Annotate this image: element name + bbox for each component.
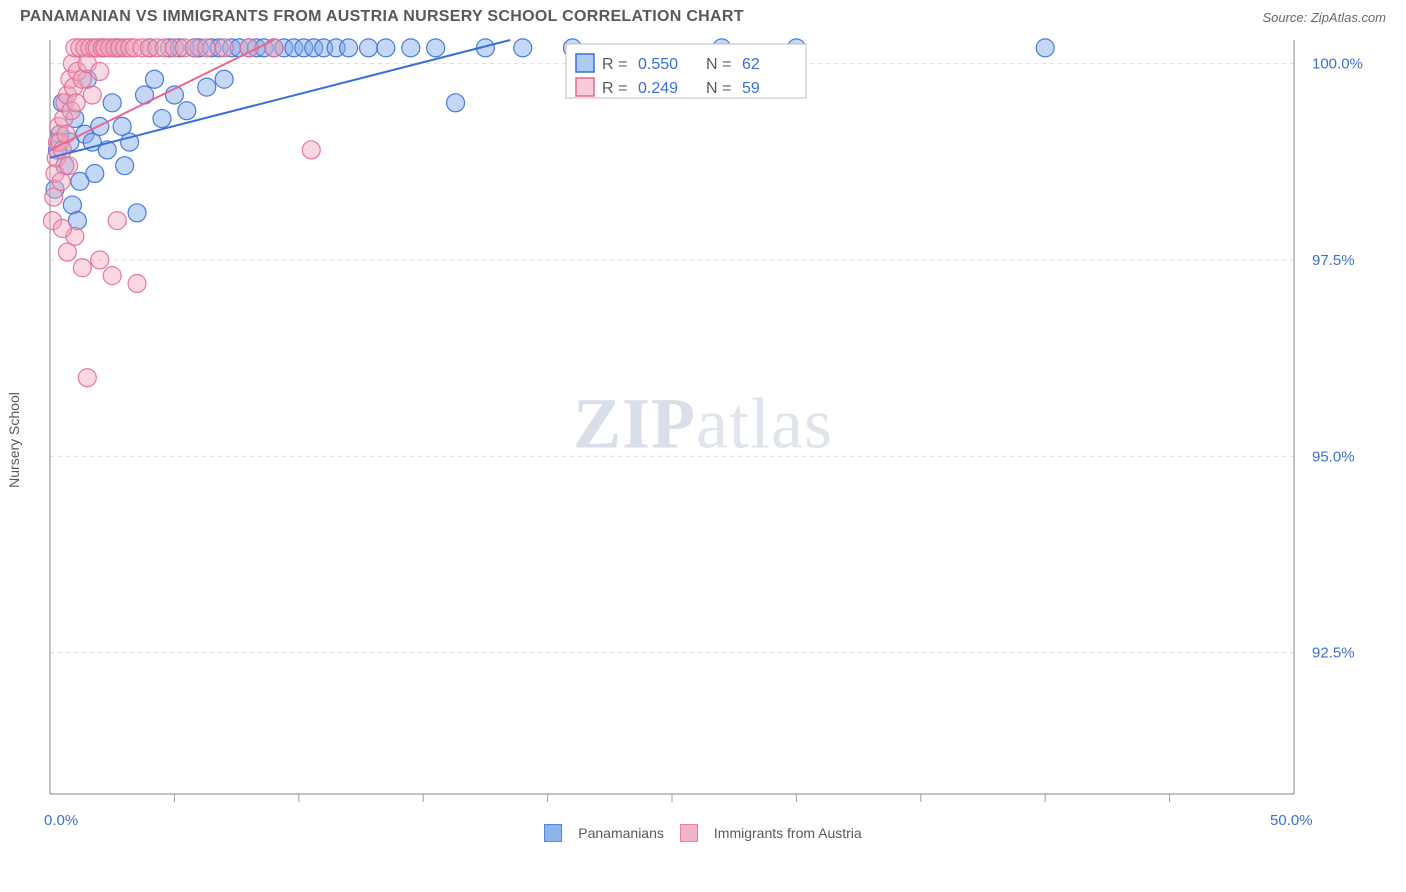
source-label: Source: ZipAtlas.com (1262, 10, 1386, 25)
svg-text:59: 59 (742, 80, 760, 97)
legend-label-panamanians: Panamanians (578, 825, 664, 841)
legend-swatch-panamanians (544, 824, 562, 842)
y-axis-label: Nursery School (6, 392, 22, 488)
svg-text:R =: R = (602, 56, 627, 73)
svg-text:N =: N = (706, 56, 731, 73)
svg-text:100.0%: 100.0% (1312, 56, 1363, 73)
legend-swatch-austria (680, 824, 698, 842)
svg-text:97.5%: 97.5% (1312, 252, 1355, 269)
svg-text:R =: R = (602, 80, 627, 97)
svg-text:N =: N = (706, 80, 731, 97)
svg-text:0.249: 0.249 (638, 80, 678, 97)
svg-text:62: 62 (742, 56, 760, 73)
legend-label-austria: Immigrants from Austria (714, 825, 862, 841)
chart-area: Nursery School ZIPatlas 92.5%95.0%97.5%1… (0, 30, 1406, 850)
svg-text:92.5%: 92.5% (1312, 645, 1355, 662)
footer-legend: Panamanians Immigrants from Austria (0, 816, 1406, 850)
svg-text:0.550: 0.550 (638, 56, 678, 73)
svg-text:95.0%: 95.0% (1312, 448, 1355, 465)
scatter-chart: 92.5% 95.0% 97.5% 100.0% R = 0.550 N = 62 R = 0.2… (0, 30, 1406, 816)
chart-title: PANAMANIAN VS IMMIGRANTS FROM AUSTRIA NU… (20, 8, 744, 26)
